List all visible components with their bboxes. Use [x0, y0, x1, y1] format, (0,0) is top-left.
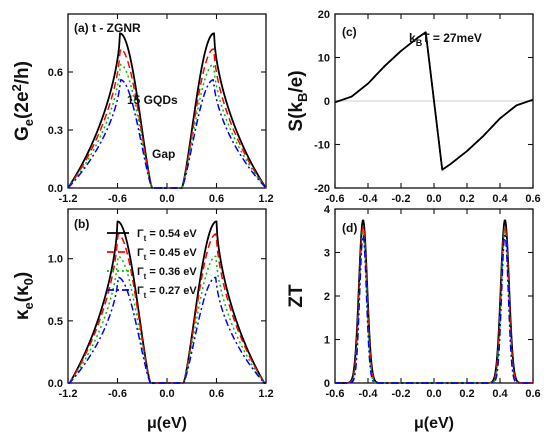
- panel-d-xtick-label: 0.4: [492, 388, 508, 400]
- panel-a-xtick-label: -1.2: [59, 193, 78, 205]
- panel-c-series-1: [334, 31, 534, 171]
- panel-a-label: (a) t - ZGNR: [74, 21, 141, 35]
- panel-c-xtick-label: -0.6: [326, 193, 345, 205]
- panel-c-xtick-label: -0.4: [359, 193, 379, 205]
- panel-c-annotation: kBT = 27meV: [409, 31, 482, 48]
- panel-b-series-2: [68, 233, 266, 384]
- panel-b-ytick-label: 0.0: [48, 378, 63, 390]
- panel-a-ylabel: Ge(2e2/h): [9, 61, 36, 141]
- panel-d-ytick-label: 4: [324, 204, 331, 216]
- panel-d-xtick-label: -0.2: [392, 388, 411, 400]
- panel-b-xlabel: μ(eV): [147, 415, 187, 432]
- panel-b-series-3: [68, 255, 266, 384]
- panel-d-ytick-label: 0: [324, 378, 330, 390]
- panel-d-ylabel: ZT: [286, 284, 307, 308]
- panel-b-legend: Γt = 0.54 eV Γt = 0.45 eV Γt = 0.36 eV Γt =…: [107, 228, 197, 300]
- panel-a-ytick-label: 0.3: [48, 125, 63, 137]
- legend-entry: Γt = 0.36 eV: [137, 266, 197, 281]
- panel-b-label: (b): [74, 217, 89, 231]
- panel-d-xtick-label: 0.0: [426, 388, 441, 400]
- panel-a-xtick-label: -0.6: [108, 193, 127, 205]
- panel-a-xtick-label: 0.6: [209, 193, 224, 205]
- panel-d-xtick-label: -0.4: [359, 388, 379, 400]
- panel-b-xtick-label: 0.6: [209, 388, 224, 400]
- panel-c-xtick-label: 0.2: [459, 193, 474, 205]
- panel-d-xtick-label: -0.6: [326, 388, 345, 400]
- panel-b-xtick-label: -0.6: [108, 388, 127, 400]
- panel-a-annotation-gap: Gap: [152, 147, 175, 161]
- panel-a: -1.2 -0.6 0.0 0.6 1.20.00.30.6 (a) t - ZGNR …: [9, 13, 274, 205]
- panel-b-ytick-label: 1.0: [48, 254, 63, 266]
- panel-a-series-2: [67, 48, 267, 189]
- panel-a-ytick-label: 0.0: [48, 183, 63, 195]
- panel-c-ytick-label: 0: [324, 96, 330, 108]
- panel-a-xtick-label: 1.2: [258, 193, 273, 205]
- panel-d-series-3: [334, 230, 534, 384]
- panel-a-annotation-gqds: 15 GQDs: [127, 93, 178, 107]
- panel-c-xtick-label: -0.2: [392, 193, 411, 205]
- panel-d-ytick-label: 3: [324, 248, 330, 260]
- panel-b-xtick-label: 0.0: [159, 388, 174, 400]
- panel-c-ytick-label: 10: [318, 53, 330, 65]
- legend-entry: Γt = 0.54 eV: [137, 228, 197, 243]
- legend-entry: Γt = 0.27 eV: [137, 285, 197, 300]
- panel-c-xtick-label: 0.0: [426, 193, 441, 205]
- panel-a-ytick-label: 0.6: [48, 67, 63, 79]
- panel-b-series-1: [67, 220, 267, 384]
- panel-d-xlabel: μ(eV): [414, 415, 454, 432]
- panel-b-series-4: [68, 276, 266, 384]
- panel-d-ytick-label: 2: [324, 291, 330, 303]
- panel-c-ytick-label: -10: [314, 140, 330, 152]
- panel-b-xtick-label: 1.2: [258, 388, 273, 400]
- panel-a-series-4: [67, 79, 267, 189]
- panel-a-xtick-label: 0.0: [159, 193, 174, 205]
- panel-a-series-1: [67, 32, 267, 189]
- panel-c-ytick-label: 20: [318, 9, 330, 21]
- panel-d-series-4: [334, 235, 534, 384]
- panel-d: -0.6 -0.4 -0.2 0.0 0.2 0.4 0.6 0 1 2 3 4 (d) ZT μ(e…: [286, 204, 541, 432]
- panel-d-xtick-label: 0.2: [459, 388, 474, 400]
- panel-b: -1.2 -0.6 0.0 0.6 1.2 0.0 0.5 1.0 (b) Γt = 0.54…: [12, 208, 274, 432]
- panel-c-xtick-label: 0.6: [525, 193, 540, 205]
- panel-d-ytick-label: 1: [324, 335, 330, 347]
- panel-d-label: (d): [342, 221, 357, 235]
- panel-c-label: (c): [342, 25, 357, 39]
- panel-d-xtick-label: 0.6: [525, 388, 540, 400]
- panel-b-ylabel: κe(κ0): [12, 272, 36, 320]
- panel-c-ylabel: S(kB/e): [286, 70, 310, 131]
- panel-a-series-3: [67, 63, 267, 189]
- panel-c-xtick-label: 0.4: [492, 193, 508, 205]
- legend-entry: Γt = 0.45 eV: [137, 247, 197, 262]
- panel-b-xtick-label: -1.2: [59, 388, 78, 400]
- panel-c-ytick-label: -20: [314, 183, 330, 195]
- panel-b-ytick-label: 0.5: [48, 316, 63, 328]
